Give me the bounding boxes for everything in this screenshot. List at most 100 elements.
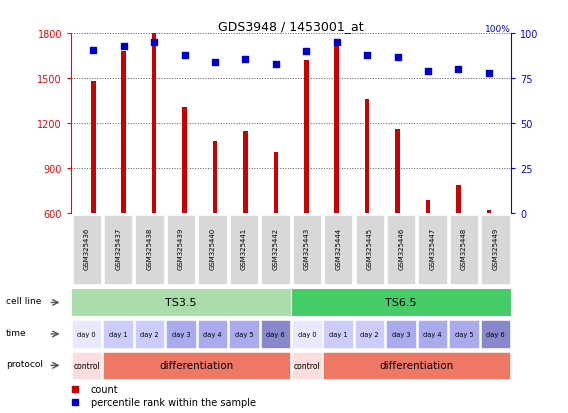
Text: control: control: [73, 361, 100, 370]
Text: GSM325437: GSM325437: [115, 228, 121, 270]
FancyBboxPatch shape: [261, 216, 290, 285]
Text: time: time: [6, 328, 26, 337]
Bar: [335, 46, 339, 214]
Text: GSM325436: GSM325436: [83, 228, 90, 270]
Text: day 5: day 5: [235, 331, 253, 337]
Text: count: count: [91, 384, 119, 394]
Text: day 6: day 6: [266, 331, 285, 337]
Point: [362, 52, 371, 59]
Bar: [395, 130, 400, 214]
Text: GSM325440: GSM325440: [210, 228, 215, 270]
FancyBboxPatch shape: [72, 352, 102, 379]
Text: GSM325447: GSM325447: [429, 228, 436, 270]
Text: day 1: day 1: [109, 331, 127, 337]
Bar: [426, 200, 431, 214]
FancyBboxPatch shape: [481, 216, 509, 285]
Bar: [152, 34, 156, 214]
Bar: [243, 132, 248, 214]
FancyBboxPatch shape: [355, 320, 385, 348]
FancyBboxPatch shape: [324, 216, 352, 285]
Bar: [456, 185, 461, 214]
FancyBboxPatch shape: [387, 216, 415, 285]
Text: 100%: 100%: [485, 25, 511, 34]
FancyBboxPatch shape: [166, 320, 196, 348]
Point: [332, 40, 341, 47]
FancyBboxPatch shape: [261, 320, 290, 348]
Point: [180, 52, 189, 59]
Text: differentiation: differentiation: [380, 361, 454, 370]
Bar: [91, 82, 95, 214]
Point: [89, 47, 98, 54]
Text: day 4: day 4: [203, 331, 222, 337]
Bar: [274, 152, 278, 214]
FancyBboxPatch shape: [419, 216, 447, 285]
FancyBboxPatch shape: [104, 216, 132, 285]
Text: day 0: day 0: [77, 331, 96, 337]
FancyBboxPatch shape: [356, 216, 384, 285]
Text: day 0: day 0: [298, 331, 316, 337]
FancyBboxPatch shape: [293, 216, 321, 285]
Text: GSM325438: GSM325438: [147, 228, 153, 270]
Text: protocol: protocol: [6, 360, 43, 368]
Text: percentile rank within the sample: percentile rank within the sample: [91, 397, 256, 407]
Text: GSM325439: GSM325439: [178, 228, 184, 270]
FancyBboxPatch shape: [135, 320, 164, 348]
FancyBboxPatch shape: [324, 352, 510, 379]
Text: cell line: cell line: [6, 297, 41, 306]
FancyBboxPatch shape: [292, 352, 321, 379]
FancyBboxPatch shape: [324, 320, 353, 348]
FancyBboxPatch shape: [449, 320, 479, 348]
Point: [454, 67, 463, 74]
Bar: [122, 52, 126, 214]
FancyBboxPatch shape: [198, 320, 227, 348]
Bar: [365, 100, 369, 214]
Text: day 5: day 5: [455, 331, 473, 337]
Text: GSM325449: GSM325449: [492, 228, 499, 270]
Point: [211, 60, 220, 66]
Text: day 6: day 6: [486, 331, 505, 337]
Bar: [487, 211, 491, 214]
FancyBboxPatch shape: [450, 216, 478, 285]
Text: TS3.5: TS3.5: [165, 298, 197, 308]
Title: GDS3948 / 1453001_at: GDS3948 / 1453001_at: [218, 20, 364, 33]
FancyBboxPatch shape: [230, 216, 258, 285]
Point: [149, 40, 158, 47]
Bar: [304, 61, 308, 214]
Text: differentiation: differentiation: [160, 361, 234, 370]
FancyBboxPatch shape: [386, 320, 416, 348]
Text: GSM325441: GSM325441: [241, 228, 247, 270]
Bar: [213, 142, 218, 214]
Text: GSM325444: GSM325444: [335, 228, 341, 270]
FancyBboxPatch shape: [198, 216, 227, 285]
Bar: [182, 108, 187, 214]
FancyBboxPatch shape: [292, 320, 321, 348]
Text: TS6.5: TS6.5: [386, 298, 417, 308]
FancyBboxPatch shape: [71, 289, 291, 317]
FancyBboxPatch shape: [103, 352, 290, 379]
Text: day 4: day 4: [423, 331, 442, 337]
Point: [272, 62, 281, 68]
Point: [424, 69, 433, 75]
FancyBboxPatch shape: [481, 320, 510, 348]
FancyBboxPatch shape: [72, 320, 102, 348]
FancyBboxPatch shape: [103, 320, 133, 348]
Text: GSM325442: GSM325442: [273, 228, 278, 270]
Text: day 3: day 3: [172, 331, 190, 337]
Text: GSM325443: GSM325443: [304, 228, 310, 270]
FancyBboxPatch shape: [73, 216, 101, 285]
Text: day 1: day 1: [329, 331, 348, 337]
Point: [393, 55, 402, 61]
FancyBboxPatch shape: [418, 320, 448, 348]
FancyBboxPatch shape: [135, 216, 164, 285]
Point: [119, 43, 128, 50]
FancyBboxPatch shape: [229, 320, 258, 348]
Text: GSM325446: GSM325446: [398, 228, 404, 270]
Text: GSM325445: GSM325445: [367, 228, 373, 270]
FancyBboxPatch shape: [167, 216, 195, 285]
Text: day 2: day 2: [140, 331, 159, 337]
Text: control: control: [294, 361, 320, 370]
Point: [485, 71, 494, 77]
Text: GSM325448: GSM325448: [461, 228, 467, 270]
Text: day 3: day 3: [392, 331, 411, 337]
Point: [302, 49, 311, 55]
